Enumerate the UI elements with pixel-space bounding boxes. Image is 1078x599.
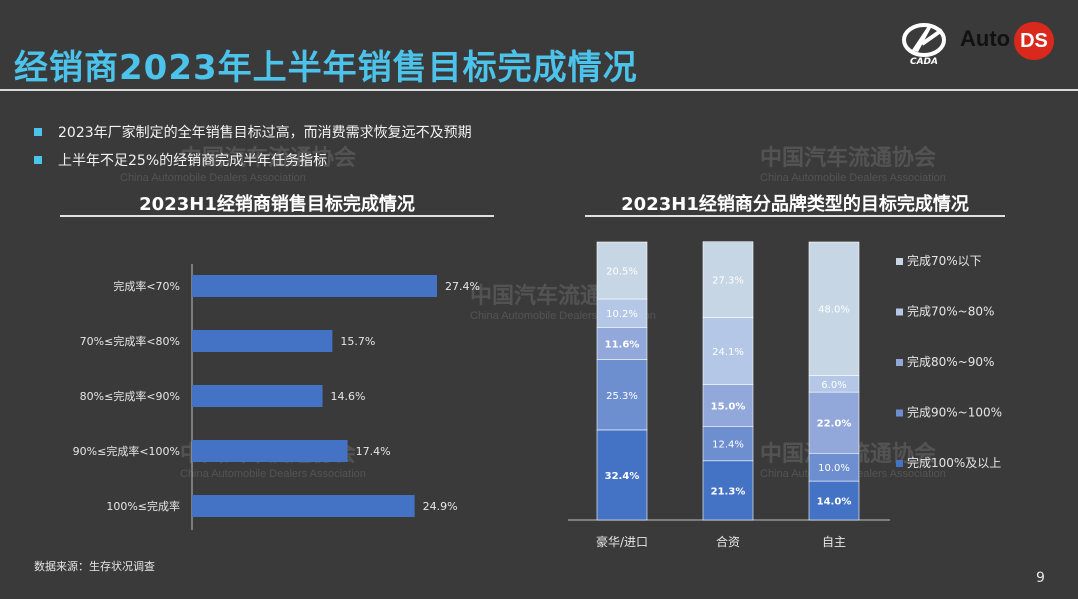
stack-segment [596,241,648,300]
data-label: 15.7% [340,335,375,348]
legend-swatch [896,409,903,417]
category-label: 完成率<70% [113,279,180,293]
segment-label: 22.0% [817,419,852,430]
legend-swatch [896,359,903,366]
legend-label: 完成70%~80% [907,304,994,319]
segment-label: 15.0% [711,401,746,412]
category-label: 90%≤完成率<100% [73,444,180,458]
category-label: 自主 [822,535,846,549]
category-label: 豪华/进口 [596,534,648,549]
category-label: 80%≤完成率<90% [80,389,180,403]
segment-label: 32.4% [605,471,640,482]
header-divider [0,89,1078,91]
bullet-square-icon [34,156,42,164]
stack-segment [808,452,860,482]
segment-label: 27.3% [712,276,744,287]
segment-label: 12.4% [712,440,744,451]
category-label: 70%≤完成率<80% [80,334,180,348]
bullet-text: 2023年厂家制定的全年销售目标过高，而消费需求恢复远不及预期 [58,125,472,141]
autods-logo-badge: DS [1014,22,1054,60]
stack-segment [702,460,754,521]
stack-segment [702,426,754,462]
autods-logo-text: Auto [960,26,1011,51]
data-label: 27.4% [445,280,480,293]
segment-label: 14.0% [817,497,852,508]
legend-swatch [896,460,903,467]
segment-label: 24.1% [712,347,744,358]
legend-label: 完成90%~100% [907,405,1002,420]
segment-label: 48.0% [818,305,850,316]
bullet-item: 上半年不足25%的经销商完成半年任务指标 [34,146,472,174]
stack-segment [808,391,860,454]
stacked-bar-chart: 32.4% 25.3% 11.6% 10.2% 20.5% 豪华/进口 21.3% 12.4%… [568,241,1002,549]
legend-swatch [896,308,903,316]
horizontal-bar-chart: 完成率<70% 27.4% 70%≤完成率<80% 15.7% 80%≤完成率<90% 1… [73,264,480,530]
right-chart-title: 2023H1经销商分品牌类型的目标完成情况 [621,194,969,215]
data-label: 14.6% [331,390,366,403]
stack-segment [596,429,648,521]
data-label: 24.9% [423,500,458,513]
segment-label: 20.5% [606,266,638,277]
legend-swatch [896,258,903,265]
bullet-list: 2023年厂家制定的全年销售目标过高，而消费需求恢复远不及预期 上半年不足25%… [34,118,472,174]
cada-logo: CADA [898,20,950,67]
stack-segment [702,241,754,318]
segment-label: 11.6% [605,339,640,350]
stack-segment [702,317,754,385]
watermark: 中国汽车流通协会 China Automobile Dealers Associ… [700,140,946,184]
legend-label: 完成70%以下 [907,253,982,268]
watermark-en: China Automobile Dealers Association [760,172,946,184]
page-number: 9 [1036,570,1045,586]
left-chart-title-rule [60,215,494,217]
bullet-item: 2023年厂家制定的全年销售目标过高，而消费需求恢复远不及预期 [34,118,472,146]
stack-segment [808,480,860,521]
segment-label: 21.3% [711,486,746,497]
segment-label: 6.0% [821,380,846,391]
segment-label: 10.0% [818,463,850,474]
bar [192,385,323,407]
right-chart-title-rule [585,215,1005,217]
category-label: 合资 [716,534,740,549]
category-label: 100%≤完成率 [106,499,180,513]
bar [192,275,437,297]
cada-logo-text: CADA [910,57,938,66]
legend-label: 完成80%~90% [907,354,994,369]
bullet-square-icon [34,128,42,136]
page-title: 经销商2023年上半年销售目标完成情况 [14,48,638,88]
stack-segment [596,359,648,431]
data-label: 17.4% [356,445,391,458]
watermark-cn: 中国汽车流通协会 [760,145,937,171]
segment-label: 25.3% [606,391,638,402]
bar [192,330,333,352]
stack-segment [808,241,860,376]
data-source-note: 数据来源：生存状况调查 [34,560,155,573]
stack-segment [596,327,648,360]
bullet-text: 上半年不足25%的经销商完成半年任务指标 [58,153,328,169]
left-chart-title: 2023H1经销商销售目标完成情况 [139,194,415,215]
bar [192,495,415,517]
legend-label: 完成100%及以上 [907,455,1001,470]
segment-label: 10.2% [606,309,638,320]
bar [192,440,348,462]
